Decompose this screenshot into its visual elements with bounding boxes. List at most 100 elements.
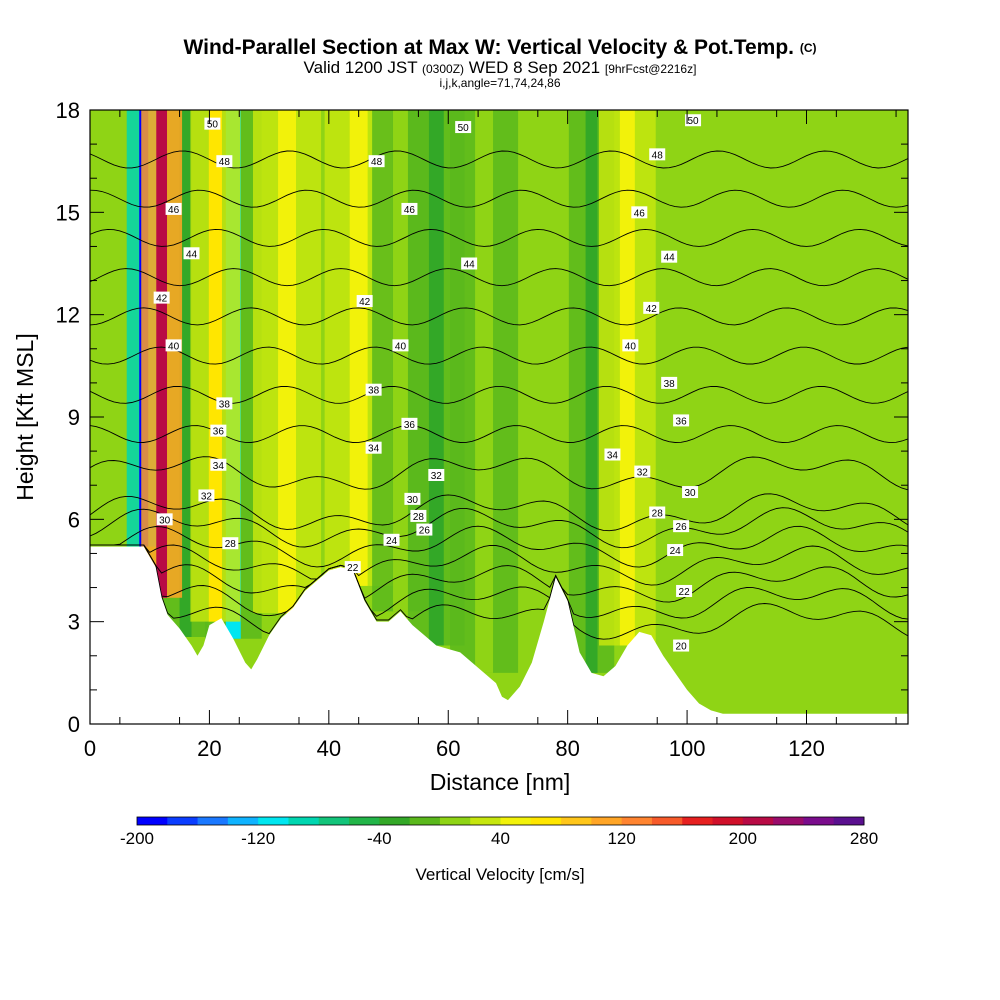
isentrope-line xyxy=(90,189,908,208)
isentrope-line xyxy=(90,346,908,365)
colorbar-frame xyxy=(136,816,865,826)
svg-text:40: 40 xyxy=(395,341,407,352)
chart-title: Wind-Parallel Section at Max W: Vertical… xyxy=(0,36,1000,60)
contour-label: 34 xyxy=(604,448,621,462)
isentrope-line xyxy=(90,307,908,326)
svg-text:44: 44 xyxy=(664,253,676,264)
svg-text:28: 28 xyxy=(225,539,237,550)
svg-text:32: 32 xyxy=(431,471,443,482)
svg-text:24: 24 xyxy=(670,546,682,557)
y-tick-label: 9 xyxy=(68,405,80,430)
svg-text:38: 38 xyxy=(368,386,380,397)
updraft-band xyxy=(393,110,408,612)
x-tick-label: 40 xyxy=(317,736,341,761)
contour-label: 48 xyxy=(649,148,666,161)
contour-label: 40 xyxy=(622,339,639,352)
contour-label: 28 xyxy=(222,537,239,550)
colorbar-tick-label: -200 xyxy=(120,829,154,848)
contour-label: 28 xyxy=(649,506,666,520)
svg-text:22: 22 xyxy=(347,563,359,574)
contour-label: 50 xyxy=(204,117,221,131)
svg-text:50: 50 xyxy=(207,120,219,131)
isentrope-line xyxy=(90,228,908,247)
svg-text:28: 28 xyxy=(652,509,664,520)
isentrope-line xyxy=(90,544,908,640)
svg-text:26: 26 xyxy=(419,526,431,537)
svg-text:42: 42 xyxy=(156,294,168,305)
colorbar-swatch xyxy=(227,817,259,825)
contour-label: 44 xyxy=(461,257,478,271)
colorbar-swatch xyxy=(712,817,744,825)
valid-time-line: Valid 1200 JST (0300Z) WED 8 Sep 2021 [9… xyxy=(0,58,1000,77)
x-tick-label: 120 xyxy=(788,736,825,761)
svg-text:32: 32 xyxy=(637,468,649,479)
y-tick-label: 6 xyxy=(68,507,80,532)
y-axis-label: Height [Kft MSL] xyxy=(12,333,38,500)
isentrope-line xyxy=(90,493,908,532)
svg-text:30: 30 xyxy=(407,495,419,506)
svg-text:22: 22 xyxy=(679,587,691,598)
svg-text:40: 40 xyxy=(168,341,180,352)
svg-text:42: 42 xyxy=(359,297,371,308)
contour-label: 42 xyxy=(356,295,373,308)
chart-title-block: Wind-Parallel Section at Max W: Vertical… xyxy=(0,36,1000,90)
x-tick-label: 0 xyxy=(84,736,96,761)
colorbar-swatch xyxy=(137,817,168,825)
colorbar: -200 -120 -40 40 120 200 280 xyxy=(120,816,878,848)
colorbar-swatch xyxy=(379,817,411,825)
svg-text:36: 36 xyxy=(676,416,688,427)
contour-label: 26 xyxy=(416,523,433,537)
x-tick-label: 80 xyxy=(555,736,579,761)
colorbar-tick-label: -40 xyxy=(367,829,392,848)
svg-text:38: 38 xyxy=(664,379,676,390)
svg-text:28: 28 xyxy=(413,512,425,523)
colorbar-swatch xyxy=(439,817,471,825)
x-axis-label: Distance [nm] xyxy=(430,769,571,795)
contour-label: 32 xyxy=(428,468,445,482)
colorbar-swatch xyxy=(803,817,835,825)
colorbar-swatch xyxy=(167,817,199,825)
colorbar-swatch xyxy=(470,817,501,825)
colorbar-swatch xyxy=(197,817,229,825)
colorbar-tick-label: 120 xyxy=(607,829,635,848)
contour-label: 22 xyxy=(344,561,361,574)
colorbar-tick-label: -120 xyxy=(241,829,275,848)
colorbar-swatch xyxy=(651,817,683,825)
colorbar-swatch xyxy=(409,817,441,825)
contour-label: 50 xyxy=(685,114,702,127)
contour-label: 44 xyxy=(183,247,200,260)
svg-text:26: 26 xyxy=(676,522,688,533)
isentrope-line xyxy=(90,268,908,287)
y-tick-label: 15 xyxy=(56,200,80,225)
svg-text:46: 46 xyxy=(168,205,180,216)
contour-label: 28 xyxy=(410,509,427,523)
contour-label: 38 xyxy=(216,397,233,410)
svg-text:46: 46 xyxy=(634,208,646,219)
updraft-band xyxy=(349,110,368,586)
svg-text:34: 34 xyxy=(213,461,225,472)
colorbar-swatch xyxy=(773,817,804,825)
contour-label: 30 xyxy=(404,492,421,506)
colorbar-swatch xyxy=(530,817,562,825)
forecast-info: [9hrFcst@2216z] xyxy=(604,62,697,76)
svg-text:34: 34 xyxy=(607,451,619,462)
x-tick-label: 20 xyxy=(197,736,221,761)
contour-label: 36 xyxy=(673,414,690,427)
valid-date: WED 8 Sep 2021 xyxy=(468,58,601,77)
valid-utc: (0300Z) xyxy=(422,62,465,76)
contour-label: 36 xyxy=(401,417,418,431)
colorbar-swatch xyxy=(833,817,865,825)
svg-text:48: 48 xyxy=(219,157,231,168)
colorbar-swatch xyxy=(682,817,714,825)
svg-text:30: 30 xyxy=(159,515,171,526)
colorbar-tick-label: 40 xyxy=(491,829,510,848)
y-tick-label: 3 xyxy=(68,610,80,635)
svg-text:44: 44 xyxy=(186,249,198,260)
contour-label: 34 xyxy=(210,458,227,472)
colorbar-swatch xyxy=(561,817,592,825)
colorbar-swatch xyxy=(742,817,774,825)
contour-label: 24 xyxy=(667,544,684,557)
y-tick-label: 18 xyxy=(56,98,80,123)
contour-label: 48 xyxy=(216,155,233,168)
